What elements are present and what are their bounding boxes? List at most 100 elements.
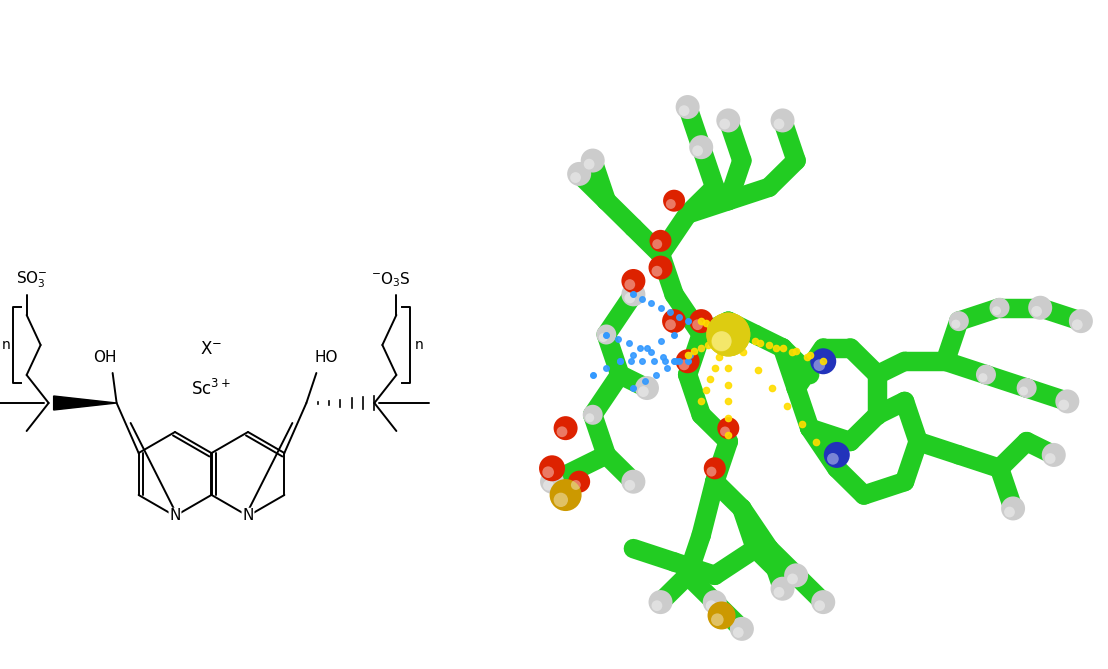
Circle shape — [824, 442, 850, 468]
Circle shape — [554, 492, 568, 507]
Circle shape — [773, 118, 784, 129]
Circle shape — [638, 386, 649, 397]
Circle shape — [814, 600, 825, 611]
Text: $^{-}$O$_3$S: $^{-}$O$_3$S — [371, 271, 411, 290]
Circle shape — [976, 365, 996, 385]
Circle shape — [1002, 496, 1025, 520]
Circle shape — [648, 256, 673, 280]
Circle shape — [711, 332, 731, 351]
Circle shape — [689, 309, 714, 333]
Circle shape — [692, 319, 702, 330]
Circle shape — [1045, 453, 1056, 464]
Circle shape — [770, 577, 794, 601]
Text: SO$_3^{-}$: SO$_3^{-}$ — [16, 270, 48, 290]
Circle shape — [584, 159, 595, 169]
Circle shape — [653, 240, 663, 249]
Circle shape — [652, 266, 663, 276]
Circle shape — [720, 427, 730, 436]
Circle shape — [773, 587, 784, 597]
Circle shape — [1019, 387, 1028, 395]
Circle shape — [550, 479, 582, 511]
Circle shape — [770, 108, 794, 132]
Circle shape — [625, 279, 635, 290]
Text: X$^{-}$: X$^{-}$ — [199, 340, 222, 358]
Circle shape — [543, 480, 554, 490]
Circle shape — [678, 359, 689, 370]
Circle shape — [704, 458, 726, 479]
Circle shape — [540, 470, 564, 494]
Circle shape — [710, 317, 746, 352]
Circle shape — [719, 326, 737, 343]
Circle shape — [707, 467, 717, 476]
Circle shape — [827, 453, 839, 465]
Circle shape — [598, 333, 608, 342]
Text: N: N — [243, 508, 254, 524]
Circle shape — [784, 563, 808, 587]
Circle shape — [666, 199, 676, 209]
Circle shape — [622, 282, 645, 306]
Circle shape — [787, 573, 798, 584]
Circle shape — [538, 456, 565, 481]
Circle shape — [716, 108, 740, 132]
Circle shape — [571, 172, 581, 183]
Circle shape — [692, 145, 702, 156]
Circle shape — [678, 105, 689, 116]
Circle shape — [702, 590, 727, 614]
Circle shape — [978, 373, 987, 382]
Circle shape — [625, 292, 635, 303]
Circle shape — [596, 324, 616, 345]
Circle shape — [665, 319, 676, 330]
Circle shape — [715, 321, 741, 348]
Circle shape — [813, 359, 825, 371]
Text: N: N — [170, 508, 181, 524]
Circle shape — [663, 190, 685, 211]
Circle shape — [724, 330, 732, 339]
Circle shape — [706, 312, 750, 357]
Circle shape — [648, 590, 673, 614]
Circle shape — [732, 627, 743, 638]
Circle shape — [1028, 296, 1053, 320]
Circle shape — [948, 311, 968, 331]
Circle shape — [1032, 306, 1042, 316]
Circle shape — [1058, 399, 1069, 410]
Text: OH: OH — [93, 351, 116, 365]
Circle shape — [706, 600, 717, 611]
Circle shape — [711, 613, 724, 626]
Circle shape — [1042, 443, 1066, 467]
Polygon shape — [53, 396, 116, 410]
Circle shape — [989, 298, 1009, 318]
Text: Sc$^{3+}$: Sc$^{3+}$ — [191, 379, 232, 399]
Circle shape — [992, 306, 1001, 315]
Text: HO: HO — [315, 351, 338, 365]
Circle shape — [1069, 309, 1092, 333]
Circle shape — [556, 426, 567, 437]
Circle shape — [730, 617, 753, 641]
Circle shape — [585, 413, 594, 422]
Circle shape — [1004, 506, 1015, 517]
Circle shape — [711, 331, 731, 351]
Circle shape — [649, 230, 671, 252]
Circle shape — [811, 590, 835, 614]
Circle shape — [1017, 378, 1037, 398]
Circle shape — [542, 466, 554, 478]
Circle shape — [554, 416, 577, 440]
Circle shape — [567, 162, 592, 186]
Circle shape — [652, 600, 663, 611]
Circle shape — [663, 309, 686, 333]
Circle shape — [1071, 319, 1083, 330]
Circle shape — [708, 601, 736, 630]
Circle shape — [622, 470, 645, 494]
Circle shape — [635, 376, 659, 400]
Text: n: n — [414, 338, 423, 352]
Circle shape — [625, 480, 635, 490]
Circle shape — [676, 95, 699, 119]
Circle shape — [689, 135, 714, 159]
Circle shape — [676, 349, 699, 373]
Circle shape — [583, 405, 603, 425]
Circle shape — [581, 149, 605, 173]
Circle shape — [571, 480, 581, 490]
Circle shape — [717, 417, 739, 439]
Circle shape — [622, 269, 645, 293]
Circle shape — [810, 349, 837, 374]
Circle shape — [568, 471, 591, 492]
